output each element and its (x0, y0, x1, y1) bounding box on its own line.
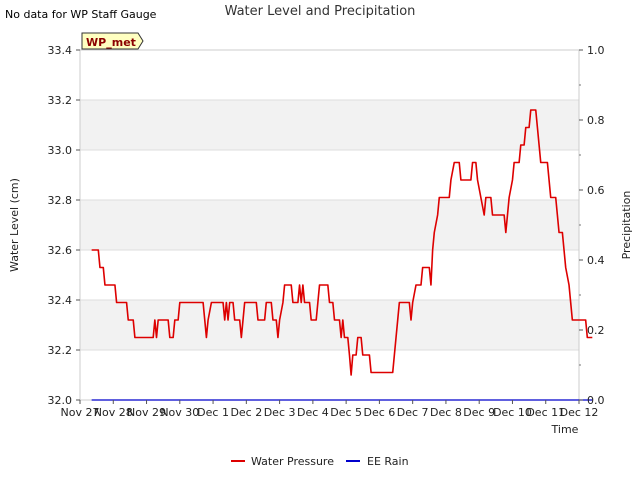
y2-tick-label: 0.0 (587, 394, 605, 407)
x-axis-label: Time (551, 423, 579, 436)
y-tick-label: 32.0 (48, 394, 73, 407)
x-tick-label: Dec 4 (297, 406, 329, 419)
x-tick-label: Nov 29 (127, 406, 166, 419)
y-tick-label: 32.2 (48, 344, 73, 357)
y2-tick-label: 0.6 (587, 184, 605, 197)
y2-tick-label: 0.4 (587, 254, 605, 267)
wp-met-badge: WP_met (81, 32, 144, 50)
y-axis-right: 0.0 0.2 0.4 0.6 0.8 1.0 (579, 44, 605, 407)
y2-tick-label: 0.2 (587, 324, 605, 337)
y-tick-label: 32.4 (48, 294, 73, 307)
badge-label: WP_met (86, 36, 136, 49)
x-tick-label: Dec 10 (493, 406, 532, 419)
x-tick-label: Dec 5 (330, 406, 362, 419)
band (80, 300, 579, 350)
x-tick-label: Dec 9 (463, 406, 495, 419)
y-axis-label: Water Level (cm) (8, 178, 21, 272)
x-tick-label: Dec 7 (397, 406, 429, 419)
x-tick-label: Dec 12 (560, 406, 599, 419)
x-tick-label: Dec 2 (230, 406, 262, 419)
y2-axis-label: Precipitation (620, 191, 633, 260)
chart-title: Water Level and Precipitation (225, 4, 416, 19)
legend-label-ee-rain: EE Rain (367, 455, 409, 468)
legend-label-water-pressure: Water Pressure (251, 455, 334, 468)
legend: Water Pressure EE Rain (231, 455, 409, 468)
y-axis-left: 32.0 32.2 32.4 32.6 32.8 33.0 33.2 33.4 (48, 44, 80, 407)
x-tick-label: Nov 30 (160, 406, 199, 419)
y-tick-label: 33.4 (48, 44, 73, 57)
band (80, 100, 579, 150)
no-data-note: No data for WP Staff Gauge (5, 8, 157, 21)
x-tick-label: Nov 27 (61, 406, 100, 419)
y-tick-label: 32.8 (48, 194, 73, 207)
plot-background (80, 100, 579, 350)
x-tick-label: Dec 1 (197, 406, 229, 419)
y2-tick-label: 0.8 (587, 114, 605, 127)
x-tick-label: Dec 3 (264, 406, 296, 419)
series-layer (91, 109, 593, 401)
y-tick-label: 33.2 (48, 94, 73, 107)
x-tick-label: Dec 6 (364, 406, 396, 419)
badge-box (81, 32, 144, 50)
x-tick-label: Dec 8 (430, 406, 462, 419)
y2-tick-label: 1.0 (587, 44, 605, 57)
band (80, 200, 579, 250)
y-tick-label: 33.0 (48, 144, 73, 157)
y-tick-label: 32.6 (48, 244, 73, 257)
x-tick-label: Dec 11 (526, 406, 565, 419)
series-line-water-pressure (91, 109, 593, 376)
x-tick-label: Nov 28 (94, 406, 133, 419)
